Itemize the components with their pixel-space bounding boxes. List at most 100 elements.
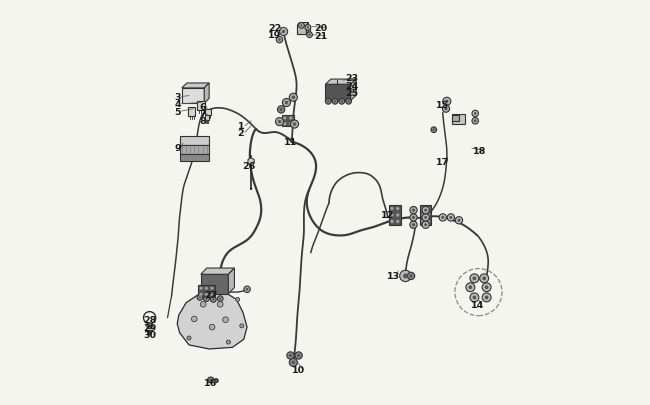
Circle shape [427, 220, 430, 224]
Circle shape [289, 117, 292, 120]
Circle shape [443, 98, 451, 106]
Circle shape [283, 123, 286, 126]
Circle shape [200, 302, 206, 307]
Circle shape [278, 39, 281, 42]
Polygon shape [297, 23, 308, 26]
Text: 9: 9 [174, 144, 181, 153]
Text: 20: 20 [315, 24, 328, 33]
Circle shape [192, 316, 197, 322]
Text: 22: 22 [268, 24, 281, 33]
Text: 2: 2 [238, 128, 244, 137]
Circle shape [473, 277, 476, 281]
Circle shape [246, 288, 248, 291]
Circle shape [472, 118, 478, 125]
Circle shape [305, 26, 311, 31]
Circle shape [293, 123, 296, 126]
Circle shape [391, 207, 394, 211]
Circle shape [211, 287, 213, 290]
Circle shape [197, 295, 203, 301]
Circle shape [424, 216, 427, 220]
Text: 23: 23 [345, 74, 358, 83]
Circle shape [307, 33, 313, 38]
Circle shape [285, 102, 288, 105]
Circle shape [205, 287, 208, 290]
Text: 26: 26 [242, 162, 255, 171]
Circle shape [200, 287, 203, 290]
Circle shape [289, 94, 298, 102]
Polygon shape [452, 115, 465, 125]
Polygon shape [281, 116, 294, 127]
Polygon shape [248, 158, 254, 166]
Circle shape [278, 121, 281, 124]
Text: 10: 10 [292, 365, 305, 374]
Circle shape [334, 101, 336, 103]
Circle shape [347, 101, 350, 103]
Circle shape [449, 216, 452, 220]
Circle shape [327, 101, 330, 103]
Circle shape [421, 214, 424, 217]
Circle shape [410, 207, 417, 214]
Circle shape [276, 37, 283, 44]
Circle shape [292, 361, 295, 364]
Circle shape [396, 214, 399, 217]
Circle shape [215, 380, 217, 382]
Circle shape [474, 120, 476, 123]
Text: 19: 19 [268, 31, 281, 40]
Circle shape [439, 214, 447, 222]
Circle shape [431, 128, 437, 133]
Text: 8: 8 [199, 117, 206, 126]
Circle shape [482, 277, 486, 281]
Polygon shape [197, 101, 205, 111]
Text: 14: 14 [471, 300, 484, 309]
Circle shape [391, 214, 394, 217]
Text: 6: 6 [199, 103, 205, 112]
Circle shape [466, 283, 474, 292]
Polygon shape [179, 136, 209, 145]
Circle shape [482, 283, 491, 292]
Circle shape [400, 271, 411, 282]
Circle shape [298, 23, 304, 29]
Polygon shape [177, 292, 247, 349]
Circle shape [212, 298, 214, 301]
Circle shape [422, 207, 430, 214]
Polygon shape [298, 27, 311, 35]
Circle shape [297, 354, 300, 357]
Circle shape [445, 108, 447, 111]
Polygon shape [182, 89, 204, 104]
Polygon shape [179, 154, 209, 162]
Circle shape [326, 99, 331, 105]
Circle shape [291, 121, 298, 129]
Circle shape [148, 325, 151, 327]
Circle shape [278, 107, 285, 114]
Text: 13: 13 [387, 271, 400, 280]
Circle shape [433, 129, 435, 132]
Polygon shape [188, 108, 196, 117]
Circle shape [289, 354, 292, 357]
Circle shape [280, 109, 283, 112]
Circle shape [219, 298, 222, 300]
Circle shape [217, 296, 223, 302]
Polygon shape [204, 84, 209, 104]
Circle shape [422, 214, 430, 222]
Circle shape [469, 286, 472, 290]
Circle shape [207, 377, 213, 383]
Circle shape [283, 117, 286, 120]
Circle shape [410, 214, 417, 222]
Text: 27: 27 [204, 290, 217, 299]
Circle shape [421, 220, 424, 224]
Circle shape [473, 296, 476, 300]
Circle shape [209, 324, 215, 330]
Circle shape [223, 317, 228, 323]
Circle shape [403, 274, 408, 279]
Polygon shape [326, 85, 350, 101]
Circle shape [214, 379, 218, 383]
Circle shape [289, 358, 298, 367]
Circle shape [485, 286, 488, 290]
Circle shape [445, 100, 448, 104]
Text: 30: 30 [143, 330, 156, 339]
Circle shape [250, 188, 252, 190]
Circle shape [300, 25, 303, 28]
Polygon shape [452, 116, 459, 122]
Polygon shape [297, 26, 306, 35]
Circle shape [282, 99, 291, 107]
